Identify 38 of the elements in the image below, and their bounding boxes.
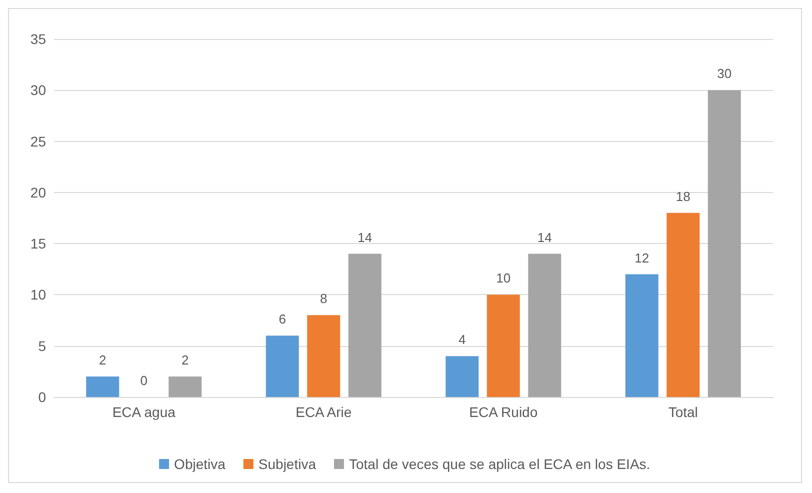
bar [708,90,741,397]
x-tick-label: ECA Arie [296,404,352,420]
data-label: 10 [496,270,511,286]
x-tick-label: ECA Ruido [469,404,538,420]
legend-label: Total de veces que se aplica el ECA en los EIAs. [349,456,650,472]
legend-label: Subjetiva [258,456,316,472]
y-tick-label: 35 [30,31,46,47]
bar [168,376,202,397]
data-label: 2 [99,352,106,368]
y-tick-label: 0 [38,389,46,405]
bar [307,315,340,397]
bar [86,376,120,397]
data-label: 4 [458,332,466,348]
data-label: 30 [717,66,732,82]
bar [446,356,479,397]
y-tick-label: 15 [30,236,46,252]
data-label: 2 [182,352,189,368]
y-tick-label: 10 [30,286,46,303]
bar [625,274,658,397]
bar [528,254,562,397]
legend-label: Objetiva [174,456,226,472]
y-tick-label: 20 [30,184,46,200]
y-tick-label: 25 [30,133,46,150]
x-tick-label: ECA agua [112,404,176,420]
bar [348,254,382,397]
data-label: 14 [358,230,372,245]
data-label: 14 [537,230,552,245]
data-label: 12 [634,250,650,266]
x-tick-label: Total [668,404,698,420]
bar [486,294,520,397]
bar [666,212,700,397]
y-tick-label: 30 [30,82,46,98]
data-label: 8 [320,291,328,306]
data-label: 18 [676,188,690,204]
data-label: 6 [278,312,286,327]
bar [266,336,299,397]
data-label: 0 [140,373,148,388]
y-tick-label: 5 [38,338,46,354]
